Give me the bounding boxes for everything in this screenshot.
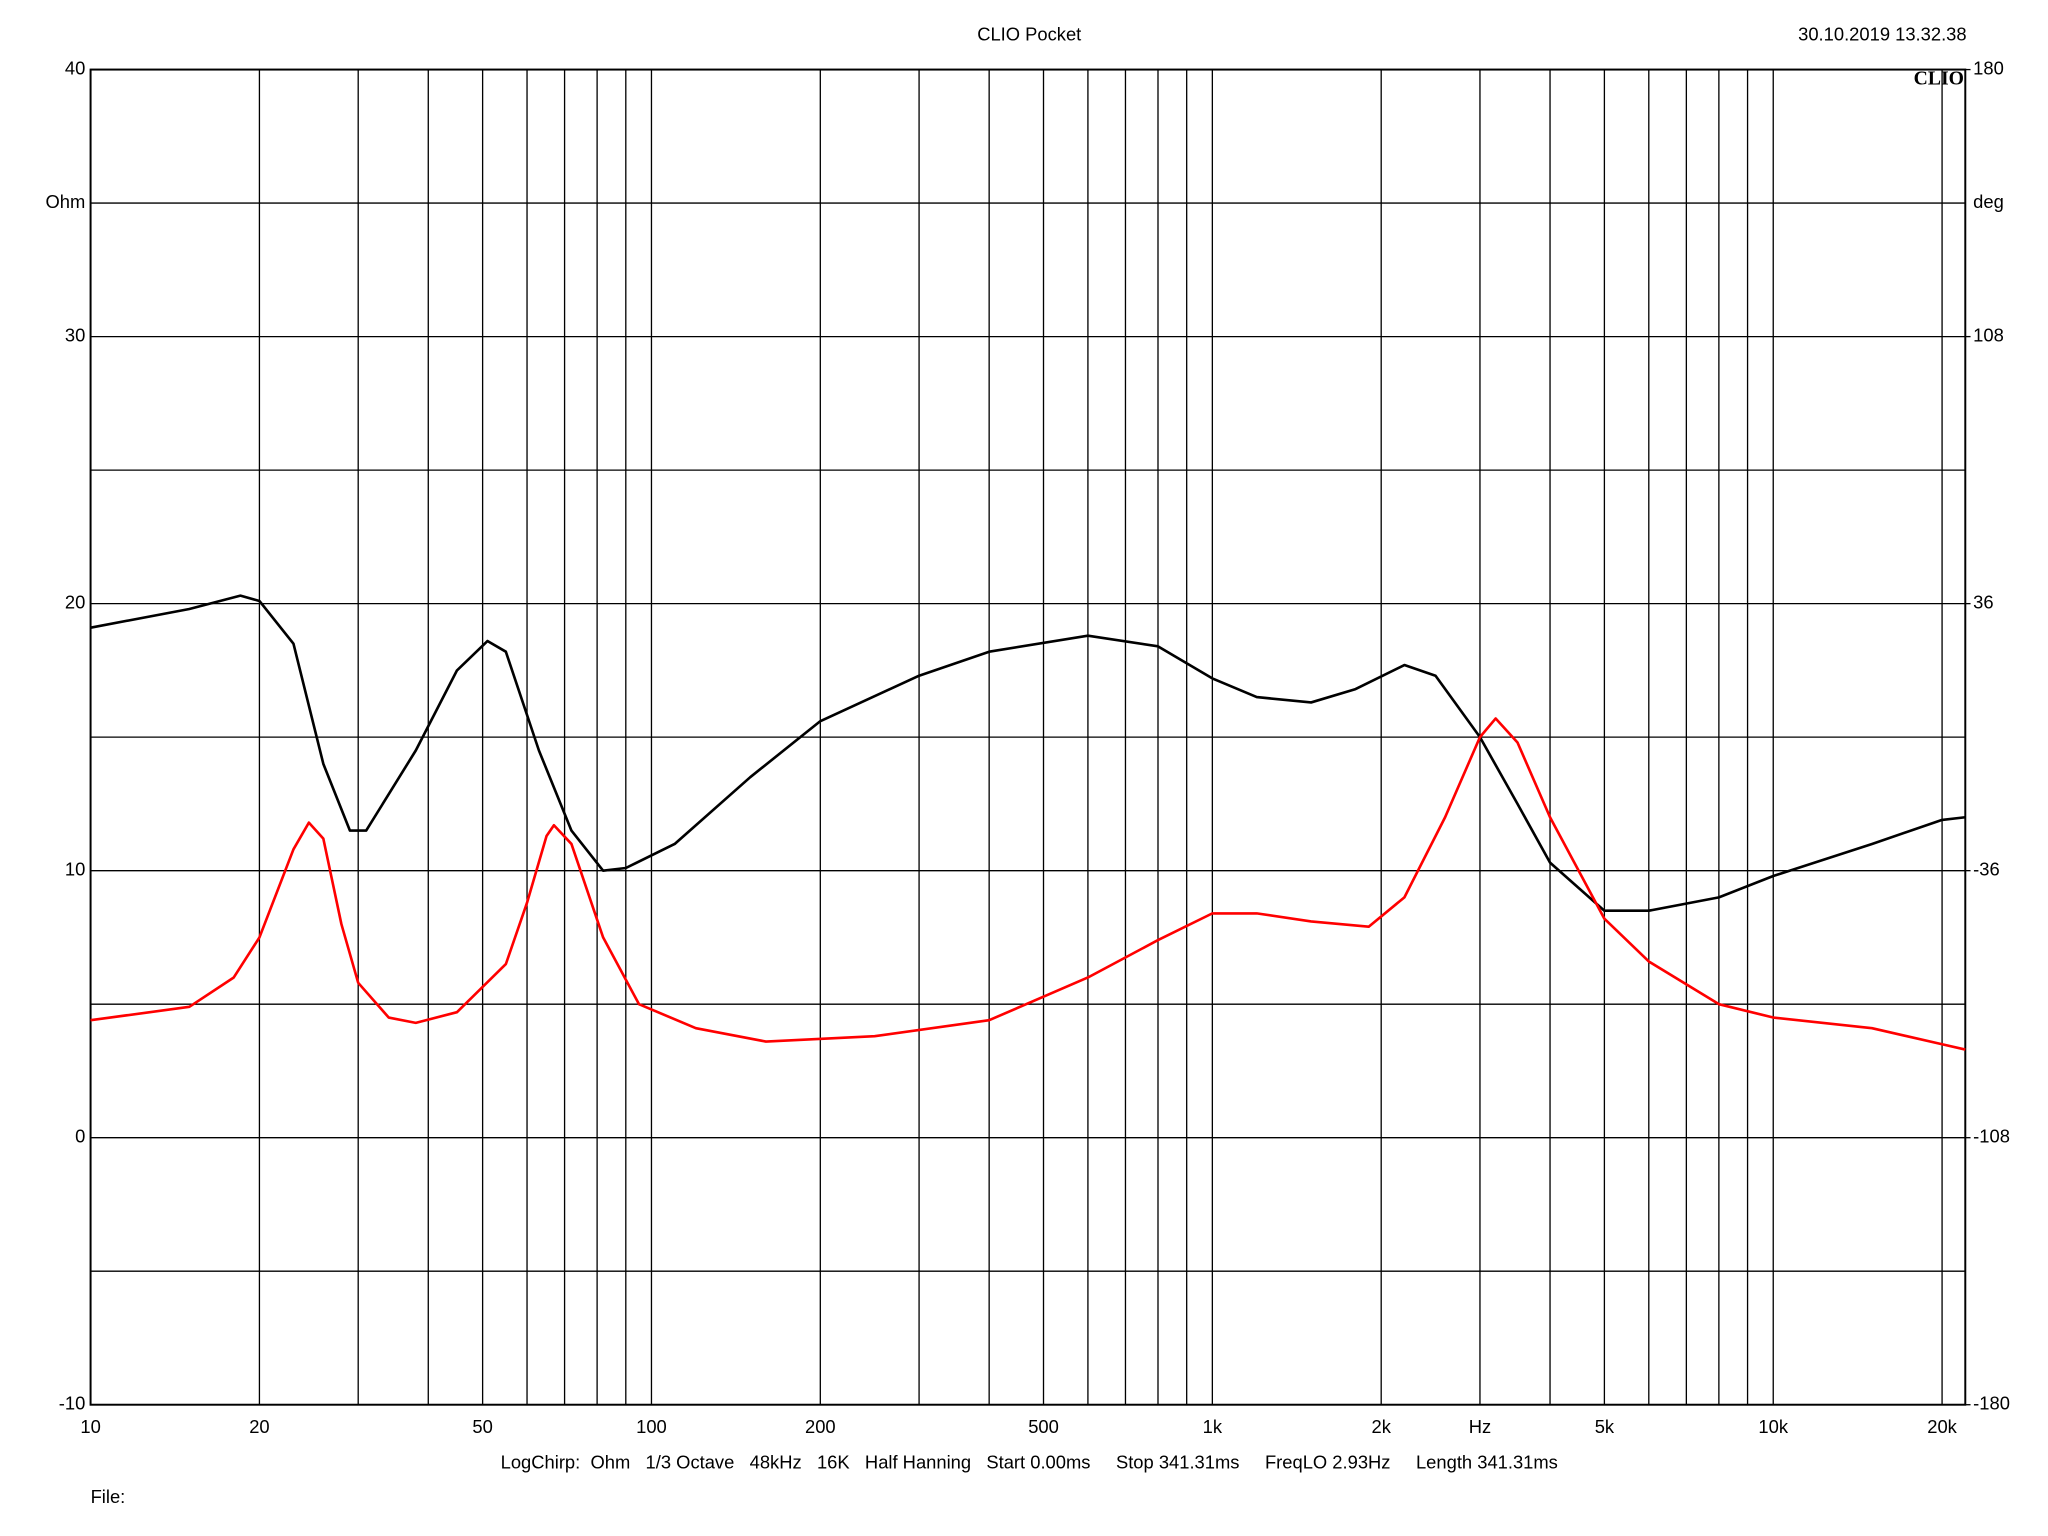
- x-tick-label: 50: [472, 1416, 492, 1437]
- y2-tick-label: 36: [1973, 591, 1993, 612]
- y2-tick-label: -108: [1973, 1126, 2010, 1147]
- y2-axis-label: deg: [1973, 191, 2004, 212]
- x-tick-label: 1k: [1203, 1416, 1223, 1437]
- x-tick-label: 5k: [1595, 1416, 1615, 1437]
- y-tick-label: 0: [75, 1126, 85, 1147]
- file-label: File:: [91, 1486, 126, 1507]
- y-tick-label: -10: [59, 1393, 86, 1414]
- x-tick-label: 200: [805, 1416, 836, 1437]
- x-tick-label: Hz: [1469, 1416, 1491, 1437]
- y-tick-label: 30: [65, 324, 85, 345]
- y2-tick-label: -180: [1973, 1393, 2010, 1414]
- timestamp: 30.10.2019 13.32.38: [1798, 23, 1966, 44]
- x-tick-label: 2k: [1371, 1416, 1391, 1437]
- chart-title: CLIO Pocket: [977, 23, 1081, 44]
- x-tick-label: 500: [1028, 1416, 1059, 1437]
- x-tick-label: 10k: [1758, 1416, 1788, 1437]
- y2-tick-label: -36: [1973, 859, 2000, 880]
- y2-tick-label: 180: [1973, 57, 2004, 78]
- series-line: [90, 717, 1966, 1051]
- x-tick-label: 20k: [1927, 1416, 1957, 1437]
- y-tick-label: 10: [65, 859, 85, 880]
- y2-tick-label: 108: [1973, 324, 2004, 345]
- y-tick-label: 40: [65, 57, 85, 78]
- y-tick-label: 20: [65, 591, 85, 612]
- y-axis-label: Ohm: [46, 191, 86, 212]
- x-tick-label: 20: [249, 1416, 269, 1437]
- footer: LogChirp: Ohm 1/3 Octave 48kHz 16K Half …: [501, 1452, 1558, 1473]
- logo: CLIO: [1914, 68, 1964, 90]
- x-tick-label: 100: [636, 1416, 667, 1437]
- x-tick-label: 10: [80, 1416, 100, 1437]
- series-line: [90, 594, 1966, 913]
